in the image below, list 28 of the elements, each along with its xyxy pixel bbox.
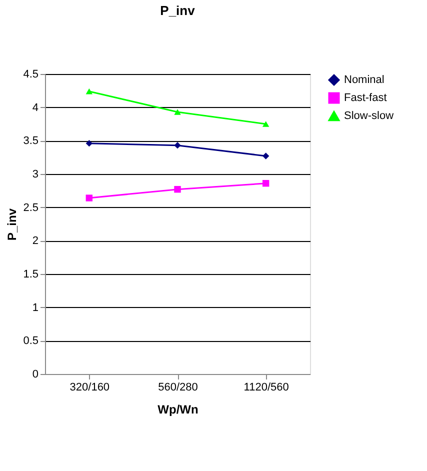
point — [262, 180, 270, 187]
y-tick-label: 4 — [32, 102, 38, 114]
y-tick-label: 3.5 — [23, 135, 38, 148]
point — [174, 109, 181, 115]
y-tick-label: 2.5 — [23, 202, 38, 214]
y-axis-title: P_inv — [5, 208, 20, 241]
point — [262, 121, 270, 127]
legend-label: Fast-fast — [344, 92, 387, 104]
x-tick-label: 320/160 — [70, 382, 110, 394]
y-tick-label: 3 — [32, 168, 38, 180]
x-tick-label: 1120/560 — [244, 382, 289, 394]
x-tick-label: 560/280 — [158, 382, 198, 394]
y-tick-label: 2 — [32, 235, 38, 248]
point — [86, 140, 93, 147]
point — [86, 194, 93, 202]
chart-title: P_inv — [160, 3, 196, 18]
y-tick-label: 4.5 — [23, 68, 38, 80]
y-tick-label: 1.5 — [23, 268, 38, 280]
point — [262, 152, 270, 160]
y-tick-label: 0 — [32, 368, 38, 380]
point — [86, 88, 93, 94]
y-tick-label: 0.5 — [23, 335, 38, 348]
legend-label: Nominal — [344, 74, 384, 86]
x-axis-title: Wp/Wn — [158, 402, 198, 416]
point — [174, 142, 181, 149]
point — [174, 186, 181, 193]
y-tick-label: 1 — [32, 302, 38, 314]
legend-label: Slow-slow — [344, 110, 394, 122]
